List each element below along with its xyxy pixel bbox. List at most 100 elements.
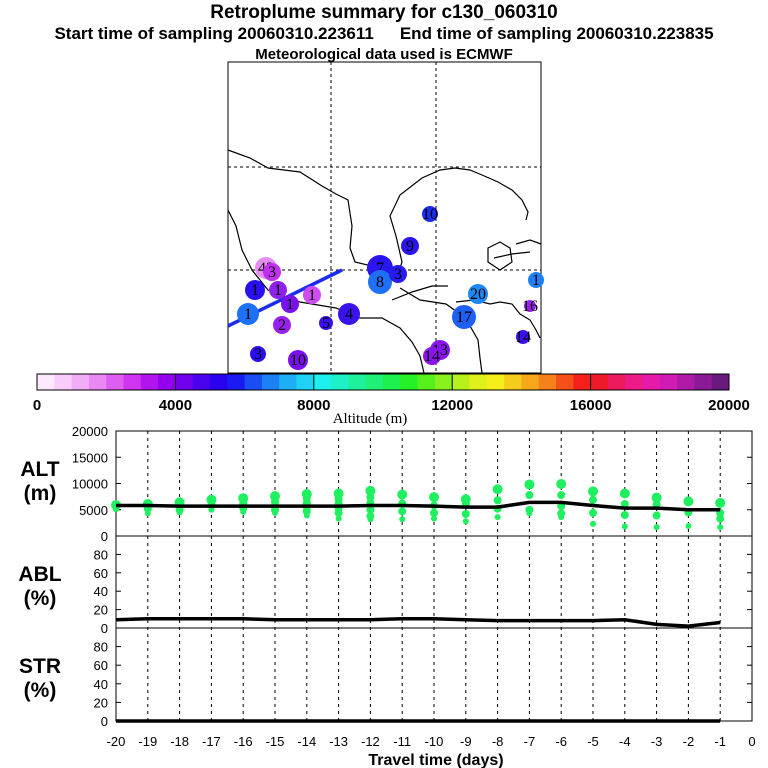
alt-cluster-point <box>590 520 596 527</box>
cluster-marker <box>338 303 360 325</box>
colorbar-swatch <box>642 374 661 390</box>
colorbar-swatch <box>313 374 332 390</box>
colorbar-swatch <box>452 374 470 390</box>
plume-cluster: 1 <box>303 286 321 304</box>
alt-cluster-point <box>365 485 376 496</box>
colorbar-swatch <box>538 374 557 390</box>
colorbar-swatch <box>521 374 540 390</box>
plume-cluster: 2 <box>273 316 291 334</box>
alt-cluster-point <box>619 488 630 499</box>
x-tick-label: -18 <box>170 734 189 749</box>
colorbar-swatch <box>590 374 609 390</box>
colorbar-swatch <box>175 374 194 390</box>
cluster-marker <box>319 316 333 330</box>
colorbar-swatch <box>573 374 592 390</box>
alt-cluster-point <box>588 486 598 497</box>
y-tick-label: 10000 <box>72 477 108 492</box>
x-tick-label: -20 <box>107 734 126 749</box>
colorbar-ticks: 0 4000 8000 12000 16000 20000 <box>33 374 750 414</box>
x-tick-label: -16 <box>234 734 253 749</box>
alt-cluster-point <box>461 509 470 518</box>
plume-clusters: 433111125478391020171161431013141 <box>237 206 544 370</box>
x-tick-label: -4 <box>619 734 631 749</box>
colorbar-swatch <box>71 374 90 390</box>
alt-cluster-point <box>620 499 629 508</box>
colorbar-swatch <box>88 374 107 390</box>
cluster-label: 9 <box>406 238 414 255</box>
colorbar-tick-label: 12000 <box>431 397 473 414</box>
alt-cluster-point <box>589 495 597 504</box>
colorbar-swatch <box>123 374 142 390</box>
cluster-marker <box>516 330 530 344</box>
colorbar-swatch <box>711 374 730 390</box>
plume-cluster: 3 <box>250 346 266 363</box>
y-tick-label: 0 <box>101 714 108 729</box>
x-tick-label: -10 <box>425 734 444 749</box>
alt-cluster-point <box>526 510 533 517</box>
colorbar-swatch <box>192 374 211 390</box>
cluster-label: 16 <box>522 298 538 315</box>
x-tick-label: -13 <box>329 734 348 749</box>
alt-cluster-point <box>366 505 375 514</box>
colorbar-swatch <box>279 374 297 390</box>
colorbar-tick-label: 16000 <box>570 397 612 414</box>
alt-cluster-point <box>144 510 151 517</box>
cluster-marker <box>288 350 308 370</box>
cluster-marker <box>468 284 488 304</box>
colorbar-swatch <box>417 374 436 390</box>
alt-cluster-point <box>208 506 215 513</box>
cluster-label: 1 <box>244 306 252 323</box>
str-panel: STR(%) 0 20 40 60 80 <box>19 640 752 729</box>
alt-cluster-point <box>430 508 438 517</box>
alt-cluster-point <box>621 523 628 530</box>
alt-cluster-point <box>113 506 119 513</box>
cluster-label: 20 <box>470 286 486 303</box>
colorbar-swatch <box>37 374 55 390</box>
colorbar-swatch <box>261 374 280 390</box>
alt-cluster-point <box>620 511 629 519</box>
alt-cluster-point <box>524 479 535 490</box>
y-axis-label: ABL <box>18 563 61 586</box>
y-axis-label: ALT <box>20 458 59 481</box>
alt-cluster-point <box>303 512 310 519</box>
y-tick-label: 40 <box>94 584 108 599</box>
colorbar-swatch <box>383 374 401 390</box>
plume-cluster: 1 <box>269 281 287 299</box>
chart-title: Retroplume summary for c130_060310 <box>210 2 558 23</box>
cluster-marker <box>452 305 476 329</box>
alt-cluster-point <box>238 493 249 504</box>
alt-cluster-point <box>652 511 661 520</box>
y-tick-label: 80 <box>94 640 108 655</box>
alt-cluster-point <box>683 496 694 507</box>
x-tick-label: -5 <box>587 734 599 749</box>
colorbar-swatch <box>296 374 315 390</box>
alt-cluster-point <box>334 508 343 517</box>
plume-cluster: 1 <box>245 280 265 300</box>
y-tick-label: 0 <box>101 621 108 636</box>
colorbar-swatch <box>331 374 349 390</box>
x-tick-label: -12 <box>361 734 380 749</box>
cluster-label: 3 <box>254 346 262 363</box>
x-axis-label: Travel time (days) <box>368 752 503 768</box>
alt-cluster-point <box>335 515 342 522</box>
alt-cluster-point <box>525 491 534 500</box>
cluster-marker <box>245 280 265 300</box>
alt-cluster-point <box>558 514 565 521</box>
colorbar-tick-label: 4000 <box>159 397 192 414</box>
y-tick-label: 20 <box>94 603 108 618</box>
cluster-label: 1 <box>251 282 259 299</box>
y-tick-label: 40 <box>94 677 108 692</box>
x-tick-label: -2 <box>683 734 695 749</box>
x-gridlines <box>147 431 721 721</box>
alt-cluster-point <box>556 479 567 490</box>
x-tick-label: -3 <box>651 734 663 749</box>
start-time-label: Start time of sampling 20060310.223611 <box>54 24 374 43</box>
cluster-label: 2 <box>278 317 286 334</box>
alt-cluster-point <box>494 514 501 521</box>
alt-cluster-point <box>429 492 439 503</box>
cluster-marker <box>528 272 544 288</box>
alt-cluster-point <box>653 524 660 531</box>
colorbar-swatch <box>434 374 453 390</box>
